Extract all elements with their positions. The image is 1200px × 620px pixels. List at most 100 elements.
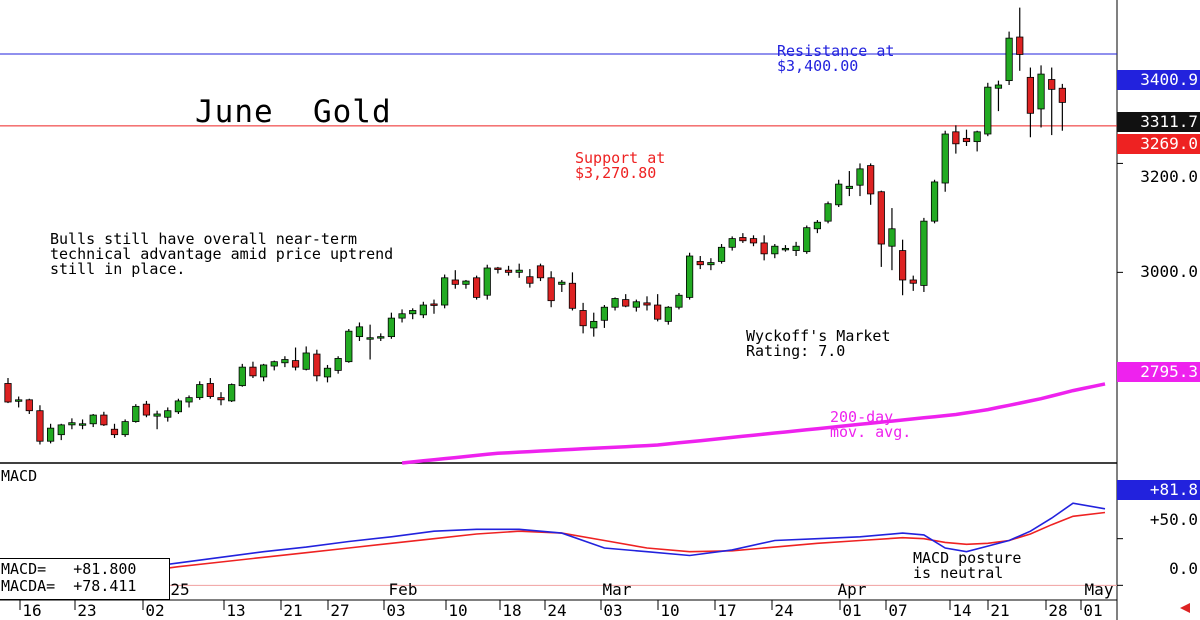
ma-badge: 2795.3 [1117, 362, 1200, 382]
candle-body [1005, 37, 1013, 82]
month-label: May [1085, 580, 1114, 599]
candle-body [153, 413, 161, 417]
candle-body [877, 191, 885, 245]
month-label: 25 [170, 580, 189, 599]
candle-body [47, 427, 55, 442]
candle-body [856, 168, 864, 186]
candle-body [313, 353, 321, 377]
x-tick-label: 03 [386, 601, 405, 620]
candle-body [217, 397, 225, 401]
candle-body [409, 310, 417, 315]
x-tick-label: 02 [145, 601, 164, 620]
candle-body [302, 352, 310, 370]
candle-body [121, 421, 129, 436]
candle-body [238, 366, 246, 387]
x-tick-label: 24 [774, 601, 793, 620]
candle-body [579, 310, 587, 327]
macd-y-tick-label: 0.0 [1169, 559, 1198, 578]
wyckoff-rating: Wyckoff's Market Rating: 7.0 [746, 327, 891, 360]
x-tick-label: 01 [842, 601, 861, 620]
x-tick-label: 17 [717, 601, 736, 620]
candle-body [771, 245, 779, 255]
candle-body [398, 313, 406, 319]
candle-body [462, 280, 470, 285]
candle-body [196, 384, 204, 399]
candle-body [164, 410, 172, 418]
candle-body [472, 277, 481, 298]
x-tick-label: 10 [448, 601, 467, 620]
candle-body [568, 282, 577, 309]
candle-body [387, 317, 396, 338]
chart-title: June Gold [195, 94, 392, 130]
candle-body [781, 247, 790, 251]
candle-body [25, 399, 33, 412]
candle-body [100, 414, 108, 426]
month-label: Feb [389, 580, 418, 599]
candle-body [132, 405, 140, 423]
candle-body [430, 303, 438, 306]
candle-body [611, 298, 619, 308]
candle-body [504, 269, 513, 273]
candle-body [664, 306, 672, 322]
scroll-left-arrow-icon [1180, 603, 1190, 613]
candle-body [675, 294, 683, 308]
candle-body [323, 367, 332, 378]
candle-body [962, 137, 971, 143]
candle-body [142, 403, 151, 416]
support-badge: 3269.0 [1117, 134, 1200, 154]
candle-body [1037, 73, 1045, 110]
macd-value-line: MACD= +81.800 [1, 560, 137, 578]
y-tick-label: 3200.0 [1140, 167, 1198, 186]
candle-body [366, 337, 374, 340]
candle-body [845, 185, 853, 189]
candle-body [291, 360, 300, 368]
candle-body [259, 364, 268, 378]
month-label: Mar [603, 580, 632, 599]
candle-body [632, 301, 640, 308]
candle-body [952, 131, 960, 145]
resistance-badge: 3400.9 [1117, 70, 1200, 90]
candle-body [1058, 87, 1066, 103]
candle-body [590, 320, 598, 329]
candle-body [334, 358, 342, 371]
candle-body [377, 336, 385, 339]
candle-body [483, 267, 491, 296]
candle-body [600, 306, 609, 321]
candle-body [206, 383, 214, 397]
candle-body [228, 384, 236, 402]
candle-body [717, 246, 726, 262]
macda-value-line: MACDA= +78.411 [1, 577, 137, 595]
candle-body [78, 423, 87, 426]
candle-body [888, 228, 896, 247]
candle-body [984, 86, 992, 135]
candle-body [1026, 76, 1034, 114]
candle-body [803, 227, 811, 253]
candle-body [57, 424, 65, 436]
x-tick-label: 21 [283, 601, 302, 620]
candle-body [536, 265, 545, 279]
x-tick-label: 13 [226, 601, 245, 620]
x-tick-label: 28 [1048, 601, 1067, 620]
x-tick-label: 10 [660, 601, 679, 620]
resistance-annotation: Resistance at $3,400.00 [777, 42, 895, 75]
x-tick-label: 14 [952, 601, 971, 620]
candle-body [174, 400, 182, 413]
candle-body [899, 250, 907, 281]
candle-body [494, 267, 502, 270]
candle-body [558, 281, 566, 285]
x-tick-label: 03 [603, 601, 622, 620]
candle-body [707, 262, 715, 266]
candle-body [281, 359, 289, 364]
x-tick-label: 01 [1083, 601, 1102, 620]
candle-body [1048, 79, 1056, 90]
candle-body [89, 414, 97, 425]
month-label: Apr [838, 580, 867, 599]
candle-body [909, 279, 917, 284]
candle-body [15, 399, 23, 402]
candle-body [270, 361, 278, 367]
moving-average-line [401, 382, 1106, 465]
x-tick-label: 23 [77, 601, 96, 620]
candle-body [622, 299, 630, 307]
